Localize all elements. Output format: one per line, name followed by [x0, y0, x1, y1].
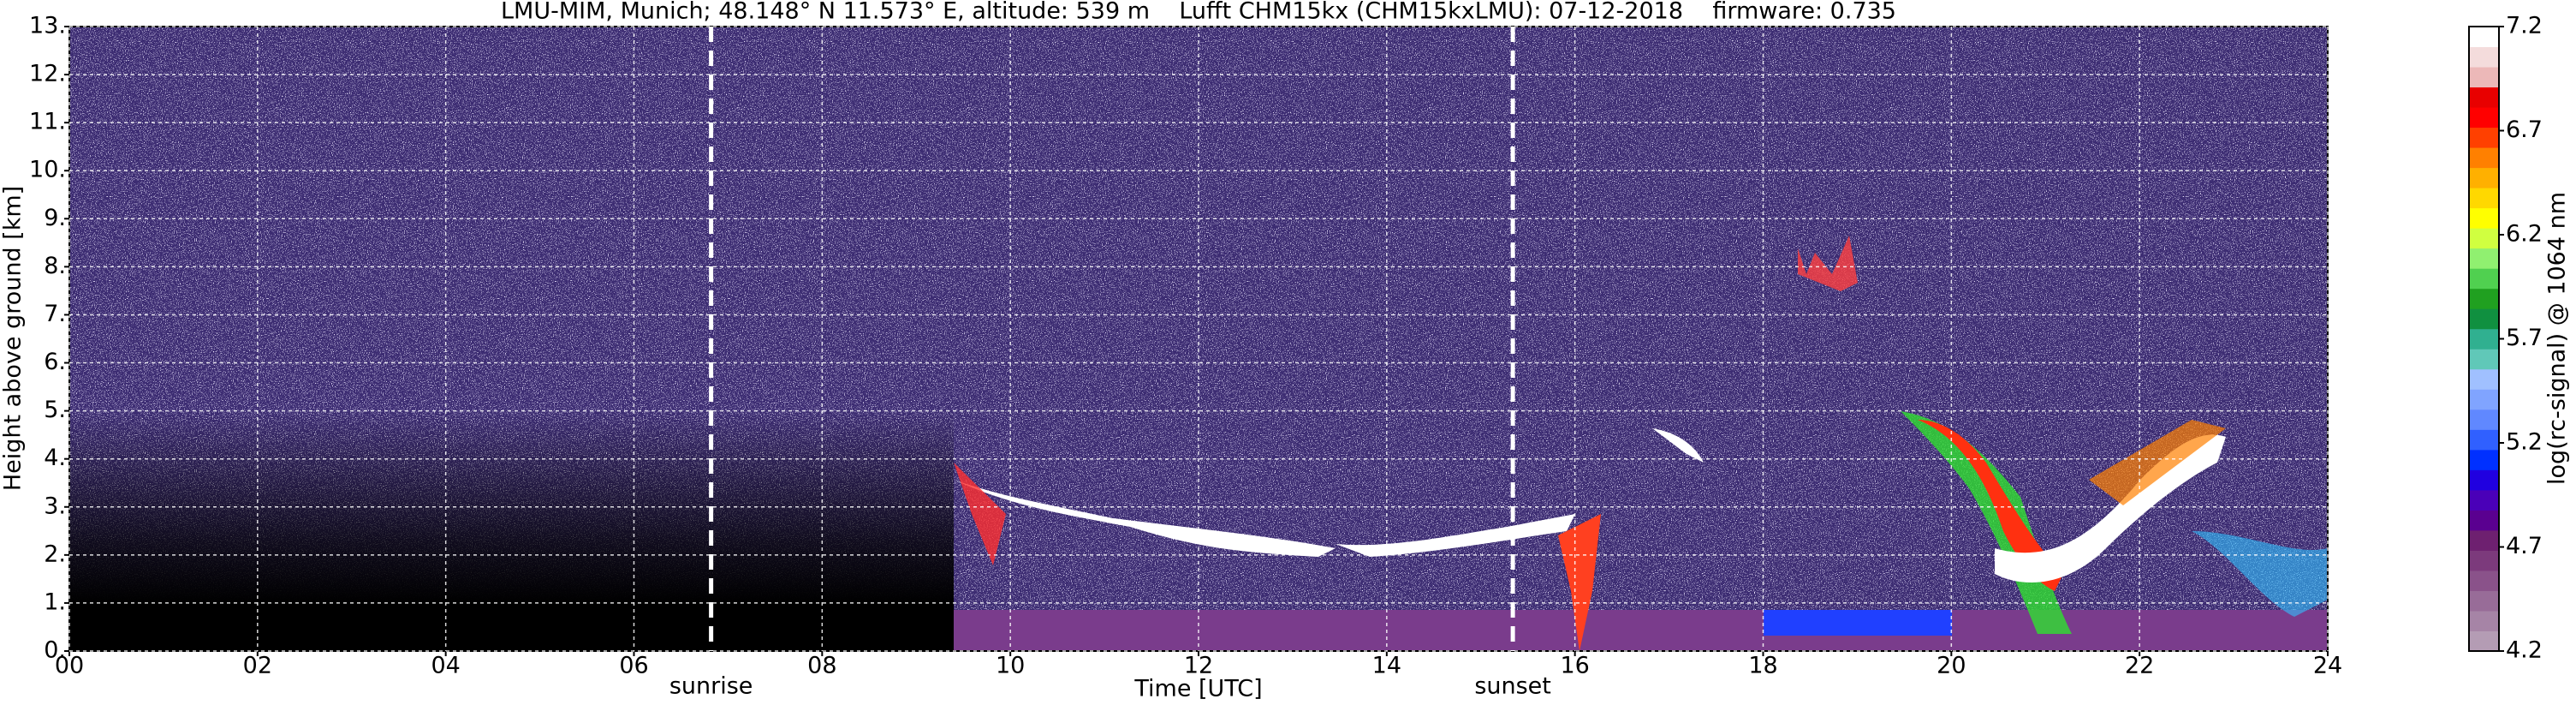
colorbar-segment: [2469, 389, 2499, 410]
colorbar-segment: [2469, 610, 2499, 631]
x-tick-label: 00: [55, 653, 84, 679]
colorbar-segment: [2469, 550, 2499, 571]
y-tick-label: 0.: [44, 637, 66, 664]
colorbar-segment: [2469, 349, 2499, 370]
colorbar-segment: [2469, 308, 2499, 330]
y-tick-label: 3.: [44, 493, 66, 519]
colorbar-segment: [2469, 449, 2499, 470]
colorbar-segment: [2469, 288, 2499, 309]
colorbar-tick-label: 4.2: [2506, 637, 2543, 664]
colorbar-segment: [2469, 630, 2499, 652]
y-tick-label: 4.: [44, 445, 66, 471]
colorbar-segment: [2469, 107, 2499, 128]
y-tick-label: 6.: [44, 349, 66, 375]
x-tick-label: 06: [619, 653, 648, 679]
colorbar-segment: [2469, 469, 2499, 491]
x-axis-label: Time [UTC]: [1133, 676, 1262, 702]
colorbar-tick-label: 4.7: [2506, 533, 2543, 559]
x-tick-label: 22: [2125, 653, 2154, 679]
x-tick-label: 16: [1560, 653, 1589, 679]
colorbar-segment: [2469, 188, 2499, 209]
y-tick-label: 2.: [44, 541, 66, 567]
colorbar-tick-label: 5.2: [2506, 429, 2543, 456]
y-tick-label: 12.: [29, 61, 66, 87]
colorbar-segment: [2469, 489, 2499, 511]
colorbar-segment: [2469, 368, 2499, 390]
y-tick-label: 10.: [29, 157, 66, 183]
colorbar-tick-label: 6.2: [2506, 221, 2543, 248]
x-tick-label: 24: [2313, 653, 2342, 679]
marker-label: sunset: [1474, 673, 1551, 700]
colorbar-segment: [2469, 590, 2499, 612]
colorbar-segment: [2469, 147, 2499, 169]
x-tick-label: 02: [243, 653, 272, 679]
chart-title: LMU-MIM, Munich; 48.148° N 11.573° E, al…: [501, 0, 1896, 25]
colorbar-segment: [2469, 207, 2499, 229]
y-tick-label: 5.: [44, 397, 66, 423]
colorbar-segment: [2469, 429, 2499, 451]
x-tick-label: 12: [1184, 653, 1213, 679]
colorbar-segment: [2469, 268, 2499, 290]
x-tick-label: 08: [807, 653, 836, 679]
colorbar-segment: [2469, 27, 2499, 48]
y-tick-label: 7.: [44, 301, 66, 327]
x-tick-label: 04: [431, 653, 460, 679]
colorbar-label: log(rc-signal) @ 1064 nm: [2544, 192, 2571, 485]
y-tick-label: 11.: [29, 109, 66, 135]
colorbar-segment: [2469, 46, 2499, 68]
colorbar-segment: [2469, 510, 2499, 531]
colorbar-segment: [2469, 248, 2499, 269]
colorbar-tick-label: 6.7: [2506, 117, 2543, 143]
colorbar-segment: [2469, 67, 2499, 88]
colorbar-tick-label: 5.7: [2506, 325, 2543, 351]
colorbar-segment: [2469, 167, 2499, 188]
colorbar-segment: [2469, 409, 2499, 430]
x-tick-label: 10: [996, 653, 1025, 679]
colorbar-segment: [2469, 529, 2499, 551]
colorbar-segment: [2469, 328, 2499, 350]
x-tick-label: 18: [1748, 653, 1777, 679]
x-tick-label: 14: [1372, 653, 1401, 679]
y-tick-label: 9.: [44, 205, 66, 231]
marker-label: sunrise: [669, 673, 753, 700]
colorbar-segment: [2469, 87, 2499, 108]
y-tick-label: 8.: [44, 253, 66, 279]
y-tick-label: 13.: [29, 13, 66, 39]
colorbar-segment: [2469, 570, 2499, 591]
colorbar-tick-label: 7.2: [2506, 13, 2543, 39]
colorbar-segment: [2469, 228, 2499, 249]
x-tick-label: 20: [1936, 653, 1966, 679]
colorbar-segment: [2469, 127, 2499, 148]
y-tick-label: 1.: [44, 589, 66, 615]
y-axis-label: Height above ground [km]: [0, 186, 27, 491]
